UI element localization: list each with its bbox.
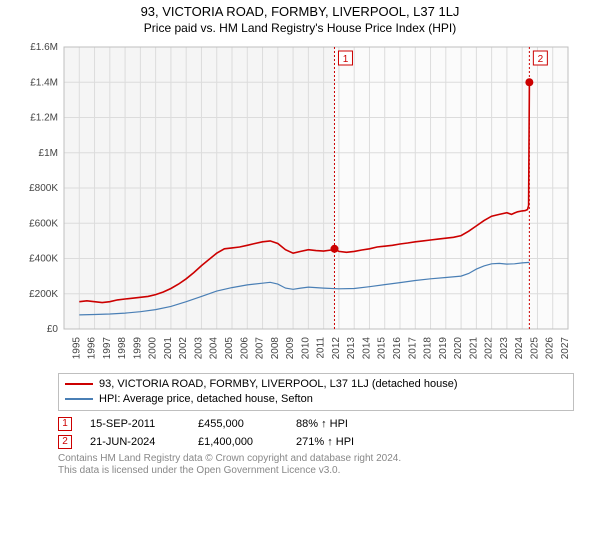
license-line2: This data is licensed under the Open Gov… xyxy=(58,465,574,478)
page-title: 93, VICTORIA ROAD, FORMBY, LIVERPOOL, L3… xyxy=(0,4,600,19)
x-tick-label: 2003 xyxy=(193,337,204,360)
y-tick-label: £0 xyxy=(47,324,59,335)
legend-swatch xyxy=(65,398,93,400)
legend-swatch xyxy=(65,383,93,385)
x-tick-label: 2015 xyxy=(377,337,388,360)
x-tick-label: 2004 xyxy=(209,337,220,360)
y-tick-label: £200K xyxy=(29,289,58,300)
x-tick-label: 2021 xyxy=(468,337,479,360)
x-tick-label: 2014 xyxy=(361,337,372,360)
marker-box-label: 2 xyxy=(538,54,544,65)
page-subtitle: Price paid vs. HM Land Registry's House … xyxy=(0,21,600,35)
license-line1: Contains HM Land Registry data © Crown c… xyxy=(58,453,574,466)
x-tick-label: 2008 xyxy=(270,337,281,360)
annotation-date: 15-SEP-2011 xyxy=(90,418,180,430)
annotation-date: 21-JUN-2024 xyxy=(90,436,180,448)
x-tick-label: 1996 xyxy=(87,337,98,360)
x-tick-label: 2018 xyxy=(423,337,434,360)
license-text: Contains HM Land Registry data © Crown c… xyxy=(58,453,574,478)
y-tick-label: £1M xyxy=(39,148,58,159)
x-tick-label: 2016 xyxy=(392,337,403,360)
x-tick-label: 2011 xyxy=(316,337,327,359)
x-tick-label: 2026 xyxy=(545,337,556,360)
sale-point-marker xyxy=(525,78,533,86)
legend-label: HPI: Average price, detached house, Seft… xyxy=(99,392,313,407)
x-tick-label: 2010 xyxy=(300,337,311,360)
x-tick-label: 2007 xyxy=(255,337,266,360)
annotation-marker: 1 xyxy=(58,417,72,431)
x-tick-label: 2001 xyxy=(163,337,174,360)
x-tick-label: 2002 xyxy=(178,337,189,360)
x-tick-label: 2025 xyxy=(529,337,540,360)
legend: 93, VICTORIA ROAD, FORMBY, LIVERPOOL, L3… xyxy=(58,373,574,411)
x-tick-label: 2013 xyxy=(346,337,357,360)
sale-point-marker xyxy=(330,245,338,253)
y-tick-label: £600K xyxy=(29,218,58,229)
legend-item: HPI: Average price, detached house, Seft… xyxy=(65,392,567,407)
x-tick-label: 2006 xyxy=(239,337,250,360)
x-tick-label: 2005 xyxy=(224,337,235,360)
y-tick-label: £1.4M xyxy=(30,77,58,88)
x-tick-label: 1997 xyxy=(102,337,113,360)
legend-item: 93, VICTORIA ROAD, FORMBY, LIVERPOOL, L3… xyxy=(65,377,567,392)
x-tick-label: 2019 xyxy=(438,337,449,360)
y-tick-label: £800K xyxy=(29,183,58,194)
annotation-marker: 2 xyxy=(58,435,72,449)
x-tick-label: 2022 xyxy=(484,337,495,360)
annotation-price: £455,000 xyxy=(198,418,278,430)
annotation-table: 1 15-SEP-2011 £455,000 88% ↑ HPI 2 21-JUN-202… xyxy=(58,417,574,449)
x-tick-label: 1998 xyxy=(117,337,128,360)
x-tick-label: 2009 xyxy=(285,337,296,360)
y-tick-label: £1.2M xyxy=(30,113,58,124)
y-tick-label: £1.6M xyxy=(30,42,58,53)
y-tick-label: £400K xyxy=(29,254,58,265)
annotation-hpi: 88% ↑ HPI xyxy=(296,418,396,430)
annotation-price: £1,400,000 xyxy=(198,436,278,448)
x-tick-label: 1995 xyxy=(71,337,82,360)
price-chart: £0 £200K £400K £600K £800K £1M £1.2M £1.4M £1.6M… xyxy=(10,39,590,369)
x-tick-label: 2000 xyxy=(148,337,159,360)
x-tick-label: 2017 xyxy=(407,337,418,360)
annotation-hpi: 271% ↑ HPI xyxy=(296,436,396,448)
legend-label: 93, VICTORIA ROAD, FORMBY, LIVERPOOL, L3… xyxy=(99,377,457,392)
annotation-row: 2 21-JUN-2024 £1,400,000 271% ↑ HPI xyxy=(58,435,574,449)
x-tick-label: 2020 xyxy=(453,337,464,360)
x-tick-label: 2027 xyxy=(560,337,571,360)
marker-box-label: 1 xyxy=(343,54,349,65)
x-tick-label: 2024 xyxy=(514,337,525,360)
x-tick-label: 1999 xyxy=(132,337,143,360)
x-tick-label: 2023 xyxy=(499,337,510,360)
x-tick-label: 2012 xyxy=(331,337,342,360)
annotation-row: 1 15-SEP-2011 £455,000 88% ↑ HPI xyxy=(58,417,574,431)
